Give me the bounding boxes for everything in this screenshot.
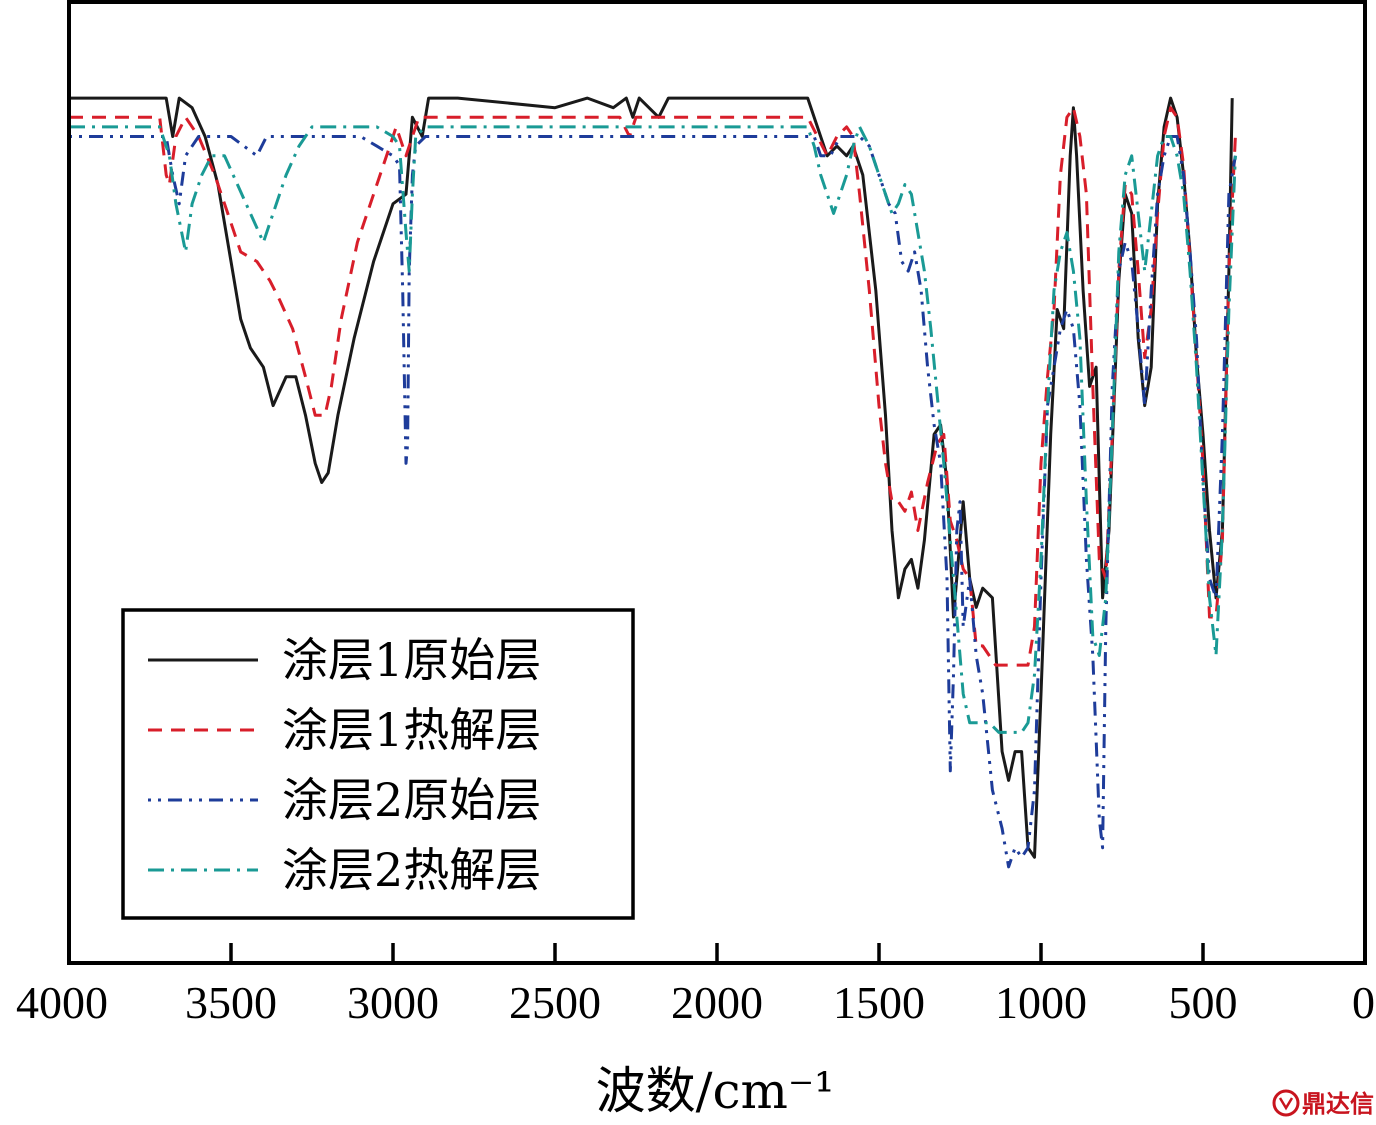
watermark-logo-icon xyxy=(1272,1089,1300,1117)
watermark-logo: 鼎达信 xyxy=(1272,1089,1374,1118)
series-line-1 xyxy=(69,96,1234,859)
x-tick-label: 2500 xyxy=(509,977,601,1028)
x-axis-title: 波数/cm⁻¹ xyxy=(596,1062,835,1120)
x-axis-ticks: 4000 3500 3000 2500 2000 1500 1000 500 0 xyxy=(16,943,1375,1028)
x-tick-label: 2000 xyxy=(671,977,763,1028)
legend-label-4: 涂层2热解层 xyxy=(282,843,541,897)
x-tick-label: 3500 xyxy=(185,977,277,1028)
series-line-3 xyxy=(69,135,1237,869)
legend-label-3: 涂层2原始层 xyxy=(282,773,541,827)
series-line-4 xyxy=(69,125,1237,734)
watermark-text: 鼎达信 xyxy=(1302,1090,1374,1118)
x-tick-label: 1500 xyxy=(833,977,925,1028)
x-tick-label: 4000 xyxy=(16,977,108,1028)
series-line-2 xyxy=(69,106,1237,667)
x-tick-label: 1000 xyxy=(995,977,1087,1028)
plot-area xyxy=(69,96,1237,869)
x-tick-label: 500 xyxy=(1169,977,1238,1028)
x-tick-label: 0 xyxy=(1352,977,1375,1028)
watermark-logo-mark xyxy=(1278,1097,1294,1111)
x-tick-label: 3000 xyxy=(347,977,439,1028)
legend-label-2: 涂层1热解层 xyxy=(282,703,541,757)
series-layer xyxy=(69,96,1237,869)
legend-label-1: 涂层1原始层 xyxy=(282,633,541,687)
